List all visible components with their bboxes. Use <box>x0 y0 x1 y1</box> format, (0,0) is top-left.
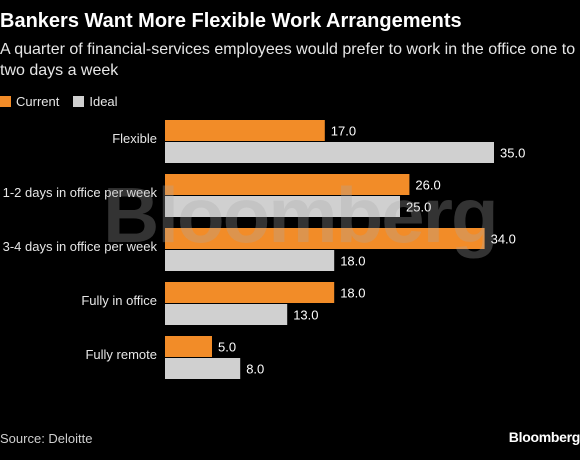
legend: Current Ideal <box>0 93 132 109</box>
bar-current-1-2-days-in-office-per-week <box>165 174 410 195</box>
value-label-current-3-4-days-in-office-per-week: 34.0 <box>491 232 516 247</box>
value-label-current-1-2-days-in-office-per-week: 26.0 <box>415 178 440 193</box>
chart-subtitle: A quarter of financial-services employee… <box>0 41 576 79</box>
value-label-ideal-flexible: 35.0 <box>500 146 525 161</box>
bar-current-3-4-days-in-office-per-week <box>165 228 485 249</box>
source-note: Source: Deloitte <box>0 431 93 446</box>
category-label-fully-in-office: Fully in office <box>81 293 157 308</box>
bar-ideal-flexible <box>165 142 494 163</box>
bar-chart: Flexible 17.0 35.0 1-2 days in office per w… <box>3 120 525 379</box>
value-label-current-fully-remote: 5.0 <box>218 340 236 355</box>
value-label-current-flexible: 17.0 <box>331 124 356 139</box>
bar-ideal-3-4-days-in-office-per-week <box>165 250 335 271</box>
legend-swatch-ideal <box>73 95 85 107</box>
legend-label-ideal: Ideal <box>89 93 118 109</box>
legend-item-current: Current <box>0 94 59 109</box>
chart-title: Bankers Want More Flexible Work Arrangem… <box>0 10 462 32</box>
category-label-fully-remote: Fully remote <box>85 347 157 362</box>
bar-current-fully-in-office <box>165 282 335 303</box>
bar-current-fully-remote <box>165 336 212 357</box>
category-label-flexible: Flexible <box>112 131 157 146</box>
value-label-current-fully-in-office: 18.0 <box>340 286 365 301</box>
legend-label-current: Current <box>16 93 60 109</box>
value-label-ideal-1-2-days-in-office-per-week: 25.0 <box>406 200 431 215</box>
bloomberg-logo: Bloomberg <box>508 429 580 445</box>
legend-swatch-current <box>0 95 11 107</box>
category-label-3-4-days-in-office-per-week: 3-4 days in office per week <box>3 239 158 254</box>
value-label-ideal-fully-remote: 8.0 <box>246 362 264 377</box>
value-label-ideal-3-4-days-in-office-per-week: 18.0 <box>340 254 365 269</box>
category-label-1-2-days-in-office-per-week: 1-2 days in office per week <box>3 185 158 200</box>
bar-ideal-1-2-days-in-office-per-week <box>165 196 400 217</box>
bar-ideal-fully-remote <box>165 358 241 379</box>
legend-item-ideal: Ideal <box>73 93 118 109</box>
value-label-ideal-fully-in-office: 13.0 <box>293 308 318 323</box>
bar-current-flexible <box>165 120 325 141</box>
bar-ideal-fully-in-office <box>165 304 288 325</box>
